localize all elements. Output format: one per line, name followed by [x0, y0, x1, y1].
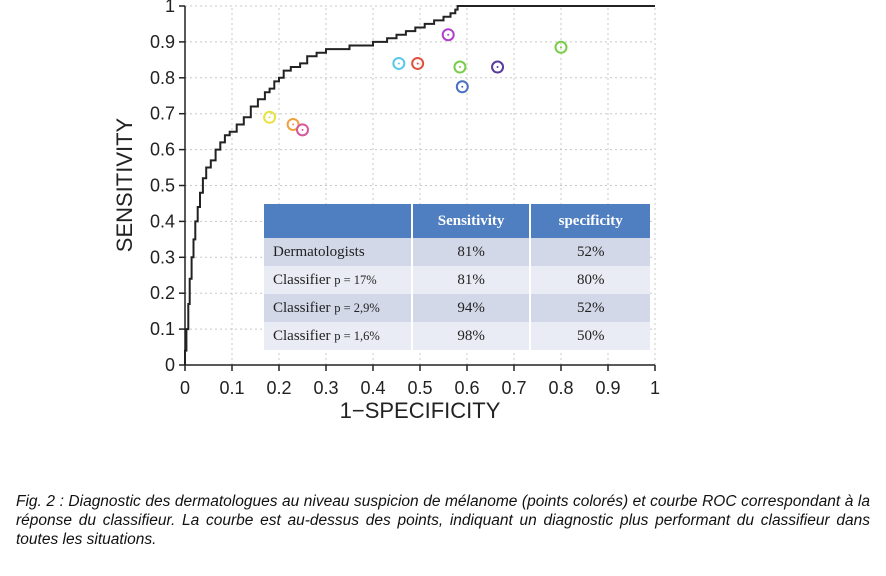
inset-header-blank — [264, 204, 413, 238]
inset-row-classifier-17: Classifier p = 17% 81% 80% — [264, 266, 650, 294]
y-tick-label: 0.4 — [150, 211, 175, 231]
dermatologist-point-center — [461, 85, 464, 88]
dermatologist-points — [263, 28, 568, 137]
inset-header-row: Sensitivity specificity — [264, 204, 650, 238]
x-tick-label: 0.7 — [501, 378, 526, 398]
inset-header-specificity: specificity — [530, 204, 650, 238]
row-specificity: 52% — [530, 294, 650, 322]
dermatologist-point — [441, 28, 455, 42]
row-label-text: Classifier — [273, 299, 335, 316]
dermatologist-point-center — [268, 116, 271, 119]
dermatologist-point-center — [560, 46, 562, 49]
row-sensitivity: 94% — [411, 294, 532, 322]
y-tick-label: 0.1 — [150, 319, 175, 339]
x-tick-label: 0.8 — [548, 378, 573, 398]
dermatologist-point — [491, 60, 505, 74]
row-label: Classifier p = 1,6% — [264, 322, 413, 350]
y-tick-label: 0.2 — [150, 283, 175, 303]
row-specificity: 52% — [530, 238, 650, 266]
x-tick-label: 0.1 — [219, 378, 244, 398]
dermatologist-point — [455, 80, 469, 94]
row-label-sub: p = 17% — [334, 272, 377, 287]
x-tick-label: 0.4 — [360, 378, 385, 398]
figure-caption: Fig. 2 : Diagnostic des dermatologues au… — [16, 493, 870, 548]
row-specificity: 80% — [530, 266, 650, 294]
dermatologist-point-center — [292, 123, 295, 126]
row-label-text: Dermatologists — [273, 243, 365, 260]
dermatologist-point — [453, 60, 467, 74]
axes: 0 0.1 0.2 0.3 0.4 0.5 0.6 0.7 0.8 0.9 1 0 0.1 0.2 0.3 0… — [150, 0, 660, 398]
dermatologist-point-center — [301, 128, 304, 131]
row-label: Classifier p = 2,9% — [264, 294, 413, 322]
dermatologist-point-center — [416, 62, 419, 65]
y-tick-label: 0 — [165, 355, 175, 375]
row-sensitivity: 81% — [411, 266, 532, 294]
row-label-sub: p = 2,9% — [334, 300, 380, 315]
x-tick-label: 0.2 — [266, 378, 291, 398]
y-axis-title: SENSITIVITY — [112, 117, 137, 252]
y-tick-label: 0.7 — [150, 104, 175, 124]
y-tick-label: 0.5 — [150, 176, 175, 196]
inset-row-classifier-1-6: Classifier p = 1,6% 98% 50% — [264, 322, 650, 350]
dermatologist-point — [286, 117, 300, 131]
y-tick-label: 0.3 — [150, 247, 175, 267]
roc-curve-group — [184, 5, 655, 365]
dermatologist-point-center — [458, 66, 461, 69]
dermatologist-point-center — [496, 66, 499, 69]
dermatologist-point — [392, 56, 406, 70]
row-label-text: Classifier — [273, 327, 335, 344]
x-tick-label: 0.3 — [313, 378, 338, 398]
dermatologist-point — [263, 110, 277, 124]
x-tick-label: 0 — [180, 378, 190, 398]
y-tick-label: 0.9 — [150, 32, 175, 52]
dermatologist-point — [554, 40, 568, 54]
row-specificity: 50% — [530, 322, 650, 350]
inset-header-sensitivity: Sensitivity — [411, 204, 532, 238]
row-label: Classifier p = 17% — [264, 266, 413, 294]
row-label-sub: p = 1,6% — [334, 328, 380, 343]
row-label: Dermatologists — [264, 238, 413, 266]
row-label-text: Classifier — [273, 271, 335, 288]
x-tick-label: 0.9 — [595, 378, 620, 398]
inset-table: Sensitivity specificity Dermatologists 8… — [264, 204, 650, 350]
dermatologist-point-center — [447, 33, 450, 36]
dermatologist-point — [296, 123, 309, 137]
inset-row-dermatologists: Dermatologists 81% 52% — [264, 238, 650, 266]
y-tick-label: 0.6 — [150, 140, 175, 160]
row-sensitivity: 81% — [411, 238, 532, 266]
roc-chart: 0 0.1 0.2 0.3 0.4 0.5 0.6 0.7 0.8 0.9 1 0 0.1 0.2 0.3 0… — [112, 0, 660, 423]
y-tick-label: 0.8 — [150, 68, 175, 88]
x-axis-title: 1−SPECIFICITY — [340, 398, 501, 423]
x-tick-label: 0.5 — [407, 378, 432, 398]
y-tick-label: 1 — [165, 0, 175, 16]
x-tick-label: 0.6 — [454, 378, 479, 398]
x-tick-label: 1 — [650, 378, 660, 398]
dermatologist-point — [411, 56, 425, 70]
roc-curve — [184, 5, 655, 365]
row-sensitivity: 98% — [411, 322, 532, 350]
inset-row-classifier-2-9: Classifier p = 2,9% 94% 52% — [264, 294, 650, 322]
dermatologist-point-center — [397, 62, 400, 65]
